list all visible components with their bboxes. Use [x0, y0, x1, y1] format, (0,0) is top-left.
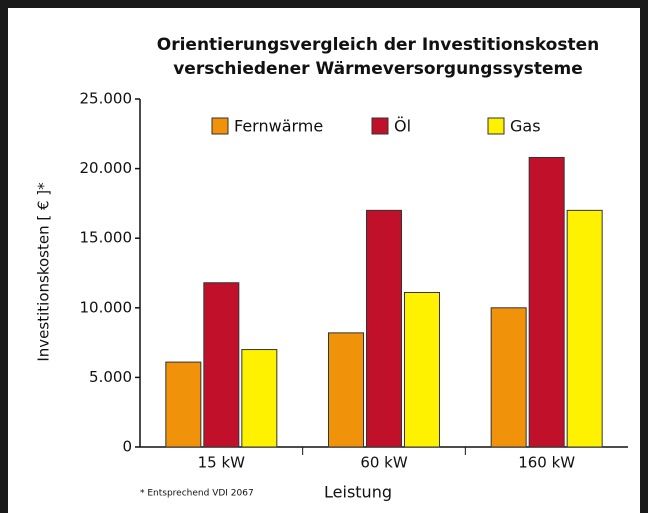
y-tick-label: 5.000	[89, 368, 132, 386]
y-tick-label: 20.000	[80, 159, 133, 177]
y-tick-label: 0	[122, 438, 132, 456]
bar	[203, 282, 240, 448]
legend-swatch	[211, 117, 229, 135]
bar	[165, 361, 202, 448]
y-tick-label: 25.000	[80, 90, 133, 108]
bar	[366, 209, 402, 448]
legend-label: Fernwärme	[234, 117, 323, 136]
y-tick-label: 10.000	[80, 298, 133, 316]
chart-title: verschiedener Wärmeversorgungssysteme	[173, 59, 583, 79]
x-axis-label: Leistung	[324, 483, 392, 502]
legend-swatch	[371, 117, 389, 135]
x-tick-label: 160 kW	[518, 454, 575, 472]
bar	[566, 209, 603, 448]
bar	[241, 349, 278, 448]
y-axis-label: Investitionskosten [ € ]*	[35, 182, 53, 362]
bar	[328, 332, 364, 448]
x-tick-label: 60 kW	[360, 454, 408, 472]
legend-label: Öl	[394, 117, 411, 136]
x-tick-label: 15 kW	[198, 454, 246, 472]
legend-swatch	[487, 117, 505, 135]
bar	[528, 156, 565, 448]
y-tick-label: 15.000	[80, 229, 133, 247]
legend-label: Gas	[510, 117, 541, 136]
chart-title: Orientierungsvergleich der Investitionsk…	[157, 35, 599, 55]
bar	[404, 291, 440, 448]
bar	[490, 307, 527, 448]
footnote: * Entsprechend VDI 2067	[140, 489, 254, 499]
